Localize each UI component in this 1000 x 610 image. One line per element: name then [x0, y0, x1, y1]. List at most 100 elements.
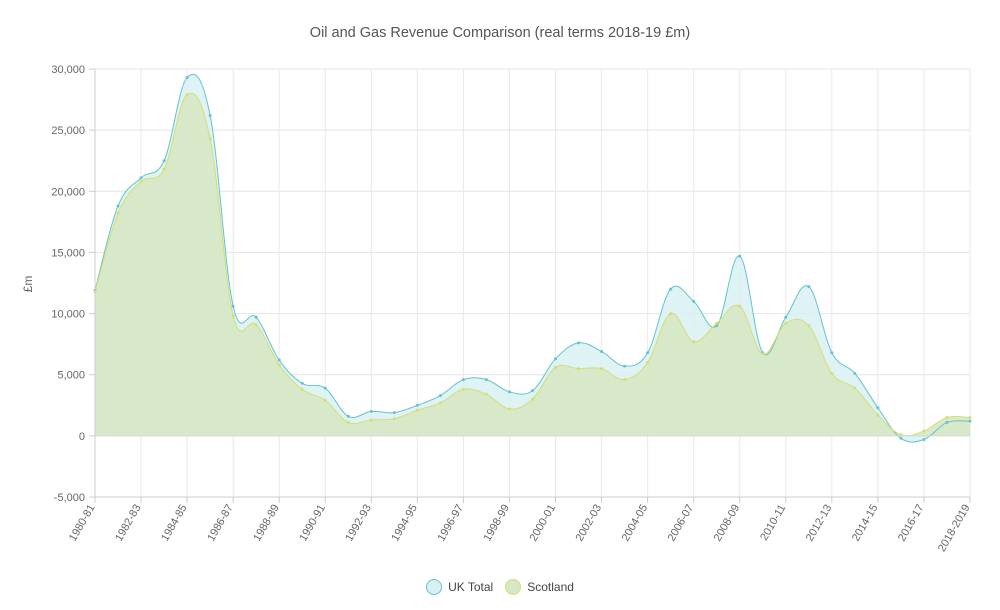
data-point[interactable]	[968, 419, 972, 423]
data-point[interactable]	[461, 378, 465, 382]
x-tick-label: 1994-95	[389, 503, 420, 544]
data-point[interactable]	[162, 167, 166, 171]
data-point[interactable]	[922, 429, 926, 433]
legend-item[interactable]: UK Total	[426, 579, 493, 595]
data-point[interactable]	[577, 341, 581, 345]
y-tick-label: 10,000	[51, 309, 85, 321]
data-point[interactable]	[853, 386, 857, 390]
data-point[interactable]	[231, 304, 235, 308]
x-tick-label: 2016-17	[896, 503, 927, 544]
data-point[interactable]	[277, 363, 281, 367]
data-point[interactable]	[438, 401, 442, 405]
data-point[interactable]	[623, 378, 627, 382]
data-point[interactable]	[784, 321, 788, 325]
data-point[interactable]	[484, 392, 488, 396]
data-point[interactable]	[945, 420, 949, 424]
data-point[interactable]	[300, 381, 304, 385]
data-point[interactable]	[392, 411, 396, 415]
x-tick-label: 2012-13	[804, 503, 835, 544]
data-point[interactable]	[807, 324, 811, 328]
data-point[interactable]	[761, 352, 765, 356]
series-areas	[95, 74, 970, 443]
data-point[interactable]	[738, 304, 742, 308]
data-point[interactable]	[254, 315, 258, 319]
data-point[interactable]	[784, 315, 788, 319]
series-line	[94, 73, 971, 443]
data-point[interactable]	[669, 287, 673, 291]
data-point[interactable]	[415, 403, 419, 407]
data-point[interactable]	[646, 360, 650, 364]
legend-item[interactable]: Scotland	[505, 579, 574, 595]
y-axis-title: £m	[21, 276, 35, 293]
data-point[interactable]	[392, 417, 396, 421]
data-point[interactable]	[185, 76, 189, 80]
y-tick-label: 25,000	[51, 125, 85, 137]
data-point[interactable]	[899, 436, 903, 440]
data-point[interactable]	[830, 371, 834, 375]
data-point[interactable]	[323, 386, 327, 390]
data-point[interactable]	[300, 387, 304, 391]
y-tick-label: 0	[79, 431, 85, 443]
data-point[interactable]	[507, 390, 511, 394]
data-point[interactable]	[531, 397, 534, 401]
data-point[interactable]	[415, 408, 419, 412]
data-point[interactable]	[968, 416, 972, 420]
data-point[interactable]	[139, 180, 143, 184]
data-point[interactable]	[807, 285, 811, 289]
x-tick-label: 1980-81	[67, 503, 98, 544]
data-point[interactable]	[577, 367, 581, 371]
data-point[interactable]	[853, 371, 857, 375]
data-point[interactable]	[646, 351, 650, 355]
data-point[interactable]	[484, 378, 488, 382]
data-point[interactable]	[323, 398, 327, 402]
data-point[interactable]	[116, 211, 120, 215]
data-point[interactable]	[208, 137, 212, 141]
data-point[interactable]	[185, 93, 189, 97]
data-point[interactable]	[162, 159, 166, 163]
x-tick-label: 2004-05	[620, 503, 651, 544]
data-point[interactable]	[139, 176, 143, 180]
x-tick-label: 1990-91	[297, 503, 328, 544]
data-point[interactable]	[346, 420, 350, 424]
data-point[interactable]	[461, 387, 465, 391]
data-point[interactable]	[623, 364, 627, 368]
y-tick-label: 20,000	[51, 186, 85, 198]
data-point[interactable]	[876, 406, 880, 410]
series-points	[93, 76, 972, 442]
data-point[interactable]	[254, 323, 258, 327]
x-tick-label: 1982-83	[113, 503, 144, 544]
data-point[interactable]	[554, 357, 558, 361]
x-tick-label: 2008-09	[712, 503, 743, 544]
x-tick-label: 2010-11	[758, 503, 788, 543]
x-tick-label: 1986-87	[205, 503, 236, 544]
data-point[interactable]	[369, 418, 373, 422]
data-point[interactable]	[830, 351, 834, 355]
data-point[interactable]	[692, 340, 696, 344]
data-point[interactable]	[116, 204, 120, 208]
y-tick-label: 15,000	[51, 247, 85, 259]
data-point[interactable]	[369, 409, 373, 413]
data-point[interactable]	[669, 312, 673, 316]
data-point[interactable]	[692, 299, 696, 303]
data-point[interactable]	[922, 438, 926, 442]
data-point[interactable]	[738, 254, 742, 258]
data-point[interactable]	[554, 365, 558, 369]
data-point[interactable]	[715, 324, 719, 328]
data-point[interactable]	[277, 358, 281, 362]
data-point[interactable]	[600, 367, 604, 371]
data-point[interactable]	[531, 389, 534, 393]
x-tick-label: 2000-01	[528, 503, 559, 544]
data-point[interactable]	[507, 407, 511, 411]
data-point[interactable]	[346, 414, 350, 418]
data-point[interactable]	[945, 416, 949, 420]
data-point[interactable]	[438, 394, 442, 398]
legend-swatch	[505, 579, 522, 595]
data-point[interactable]	[600, 349, 604, 353]
data-point[interactable]	[876, 413, 880, 417]
x-tick-label: 1992-93	[343, 503, 374, 544]
legend: UK Total Scotland	[0, 579, 1000, 595]
data-point[interactable]	[208, 113, 212, 117]
data-point[interactable]	[715, 321, 719, 325]
data-point[interactable]	[231, 314, 235, 318]
